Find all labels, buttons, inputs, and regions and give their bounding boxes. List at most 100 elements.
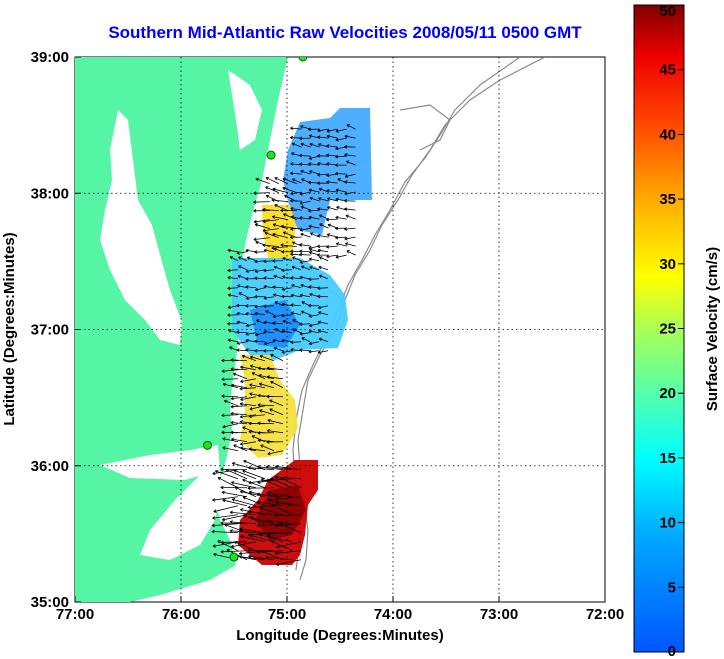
current-vector-arrow xyxy=(221,514,248,522)
current-vector-arrow xyxy=(230,541,257,549)
current-vector-arrow xyxy=(308,329,320,334)
current-vector-arrow xyxy=(309,292,320,298)
current-vector-arrow xyxy=(272,187,288,194)
current-vector-arrow xyxy=(274,550,302,555)
current-vector-arrow xyxy=(318,143,329,148)
current-vector-arrow xyxy=(266,429,284,434)
current-vector-arrow xyxy=(238,550,266,556)
current-vector-arrow xyxy=(265,176,279,184)
current-vector-arrow xyxy=(248,478,275,485)
current-vector-arrow xyxy=(245,312,257,316)
current-vector-arrow xyxy=(308,209,320,213)
current-vector-arrow xyxy=(263,349,275,353)
current-vector-arrow xyxy=(282,186,297,194)
current-vector-arrow xyxy=(256,531,284,536)
chart-title: Southern Mid-Atlantic Raw Velocities 200… xyxy=(108,23,582,42)
current-vector-arrow xyxy=(260,444,275,452)
current-vector-arrow xyxy=(318,187,329,193)
current-vector-arrow xyxy=(335,154,347,159)
current-vector-arrow xyxy=(317,248,329,253)
current-vector-arrow xyxy=(344,227,356,231)
current-vector-arrow xyxy=(259,354,275,362)
current-vector-arrow xyxy=(300,142,311,148)
current-vector-arrow xyxy=(221,413,239,418)
current-vector-arrow xyxy=(326,197,338,202)
current-vector-arrow xyxy=(274,523,302,528)
current-vector-arrow xyxy=(281,350,293,354)
current-vector-arrow xyxy=(254,294,266,299)
current-vector-arrow xyxy=(290,249,302,254)
station-marker xyxy=(229,552,239,562)
current-vector-arrow xyxy=(266,518,293,525)
current-vector-arrow xyxy=(326,189,338,193)
current-vector-arrow xyxy=(308,257,320,262)
current-vector-arrow xyxy=(262,243,279,248)
current-vector-arrow xyxy=(231,498,257,507)
current-vector-arrow xyxy=(335,171,347,176)
current-vector-arrow xyxy=(242,478,266,489)
current-vector-arrow xyxy=(346,124,356,130)
current-vector-arrow xyxy=(257,403,275,407)
current-vector-arrow xyxy=(245,338,257,343)
current-vector-arrow xyxy=(335,188,347,193)
colorbar-tick-label: 50 xyxy=(659,3,676,20)
current-vector-arrow xyxy=(254,276,266,281)
current-vector-arrow xyxy=(242,469,266,480)
current-vector-arrow xyxy=(290,293,302,298)
current-vector-arrow xyxy=(245,248,257,253)
current-vector-arrow xyxy=(275,559,302,566)
current-vector-arrow xyxy=(229,510,257,516)
current-vector-arrow xyxy=(245,285,257,289)
current-vector-arrow xyxy=(239,441,257,446)
current-vector-arrow xyxy=(274,513,302,518)
current-vector-arrow xyxy=(249,392,266,398)
current-vector-arrow xyxy=(269,408,284,416)
current-vector-arrow xyxy=(214,469,239,480)
current-vector-arrow xyxy=(300,205,311,211)
current-vector-arrow xyxy=(237,274,248,280)
current-vector-arrow xyxy=(300,232,311,238)
current-vector-arrow xyxy=(233,444,248,452)
current-vector-arrow xyxy=(245,269,257,273)
colorbar: 0 5 10 15 20 25 30 35 40 45 50 xyxy=(633,3,685,659)
current-vector-arrow xyxy=(241,354,257,362)
current-vector-arrow xyxy=(265,532,293,536)
x-tick-label: 75:00 xyxy=(268,606,306,623)
current-vector-arrow xyxy=(299,162,311,166)
current-vector-arrow xyxy=(317,350,329,354)
current-vector-arrow xyxy=(247,465,275,471)
current-vector-arrow xyxy=(270,380,284,389)
current-vector-arrow xyxy=(224,523,248,534)
current-vector-arrow xyxy=(272,223,288,230)
current-vector-arrow xyxy=(266,375,284,380)
current-vector-arrow xyxy=(344,236,356,241)
current-vector-arrow xyxy=(258,374,275,380)
current-vector-arrow xyxy=(300,169,311,175)
current-vector-arrow xyxy=(273,346,284,352)
current-vector-arrow xyxy=(254,339,266,344)
current-vector-arrow xyxy=(317,286,329,290)
current-vector-arrow xyxy=(344,242,356,247)
current-vector-arrow xyxy=(345,160,356,166)
current-vector-arrow xyxy=(318,197,329,202)
current-vector-arrow xyxy=(223,399,239,407)
current-vector-arrow xyxy=(317,128,329,133)
current-vector-arrow xyxy=(245,304,257,308)
current-vector-arrow xyxy=(326,153,338,158)
delaware-bay xyxy=(228,70,262,150)
current-vector-arrow xyxy=(335,242,347,247)
current-vector-arrow xyxy=(262,219,279,224)
current-vector-arrow xyxy=(299,293,311,298)
current-vector-arrow xyxy=(344,180,356,184)
current-vector-arrow xyxy=(317,181,329,185)
current-vector-arrow xyxy=(335,235,347,240)
current-vector-arrow xyxy=(217,477,239,489)
current-vector-arrow xyxy=(254,304,266,309)
current-vector-arrow xyxy=(308,341,320,346)
current-vector-arrow xyxy=(263,276,275,280)
current-vector-arrow xyxy=(227,268,239,273)
current-vector-arrow xyxy=(308,162,320,166)
plot-area xyxy=(74,56,606,603)
current-vector-arrow xyxy=(227,286,239,291)
current-vector-arrow xyxy=(266,366,284,371)
